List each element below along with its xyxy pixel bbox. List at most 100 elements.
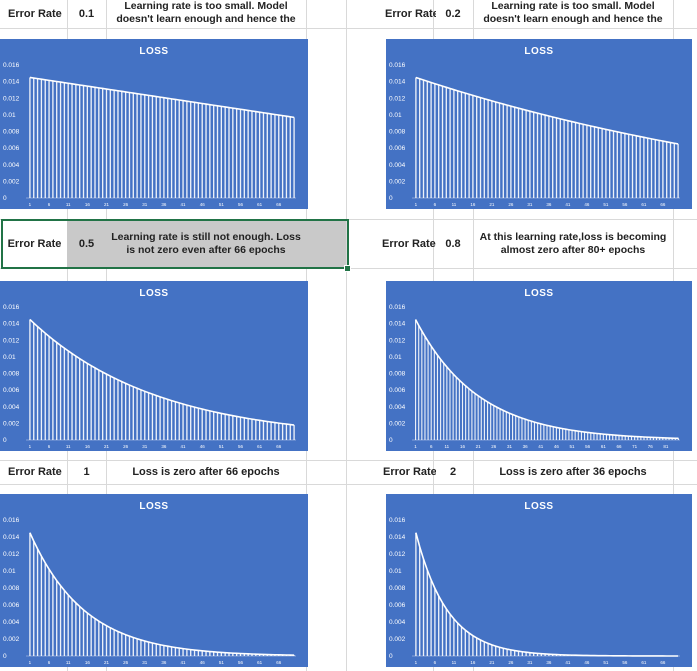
loss-bar: [262, 420, 265, 440]
loss-chart-svg: LOSS 0 0.002 0.004 0.006 0.008 0.01 0.012 0.014 0…: [3, 288, 296, 449]
loss-chart[interactable]: LOSS 0 0.002 0.004 0.006 0.008 0.01 0.012 0.014 0…: [0, 39, 308, 209]
x-tick-label: 66: [276, 660, 282, 665]
loss-bar: [558, 428, 561, 440]
x-tick-label: 26: [123, 202, 129, 207]
y-tick-label: 0.016: [389, 517, 406, 524]
note-cell[interactable]: Learning rate is still not enough. Loss …: [106, 221, 306, 267]
loss-bar: [536, 113, 539, 198]
x-tick-label: 16: [85, 444, 91, 449]
error-rate-label-cell[interactable]: Error Rate: [383, 466, 436, 478]
note-cell[interactable]: At this learning rate,loss is becoming a…: [479, 231, 667, 256]
loss-bar: [502, 410, 504, 440]
loss-bar: [144, 94, 146, 198]
loss-bar: [224, 106, 226, 198]
empty-cell[interactable]: [306, 221, 346, 267]
error-rate-value-cell[interactable]: 0.2: [445, 8, 461, 20]
loss-bar: [136, 388, 138, 440]
grid-row-line: [0, 460, 697, 461]
loss-bar: [186, 405, 188, 440]
error-rate-value-cell[interactable]: 1: [83, 466, 90, 478]
error-rate-value-cell[interactable]: 2: [449, 466, 457, 478]
loss-bar: [40, 79, 43, 198]
loss-bar: [251, 419, 253, 440]
note-cell[interactable]: Learning rate is too small. Model doesn'…: [483, 0, 663, 25]
loss-bar: [465, 385, 467, 440]
loss-chart-svg: LOSS 0 0.002 0.004 0.006 0.008 0.01 0.012 0.014 0…: [389, 46, 680, 207]
y-tick-label: 0.006: [389, 387, 406, 394]
note-cell[interactable]: Loss is zero after 66 epochs: [132, 466, 280, 478]
loss-bar: [113, 629, 115, 656]
loss-bar: [193, 407, 196, 440]
loss-bar: [543, 424, 545, 440]
loss-bar: [132, 93, 134, 198]
loss-bar: [438, 596, 440, 656]
error-rate-label-cell[interactable]: Error Rate: [8, 466, 62, 478]
loss-bar: [140, 389, 142, 440]
error-rate-value-cell[interactable]: 0.8: [445, 238, 461, 250]
loss-bar: [124, 383, 127, 440]
x-tick-label: 26: [123, 444, 129, 449]
loss-bar: [52, 80, 54, 198]
loss-chart-svg: LOSS 0 0.002 0.004 0.006 0.008 0.01 0.012 0.014 0…: [389, 288, 680, 449]
loss-bar: [167, 399, 169, 440]
loss-bar: [63, 82, 66, 198]
x-tick-label: 36: [161, 444, 167, 449]
loss-bar: [596, 433, 598, 440]
loss-bar: [574, 430, 576, 440]
loss-bar: [247, 110, 249, 198]
loss-bar: [121, 381, 123, 440]
y-tick-label: 0: [3, 437, 7, 444]
x-tick-label: 46: [584, 660, 590, 665]
error-rate-label-cell[interactable]: Error Rate: [7, 238, 62, 250]
loss-bar: [71, 83, 73, 198]
loss-bar: [86, 363, 89, 440]
loss-bar: [637, 436, 639, 440]
note-cell[interactable]: Loss is zero after 36 epochs: [499, 466, 647, 478]
loss-chart-svg: LOSS 0 0.002 0.004 0.006 0.008 0.01 0.012 0.014 0…: [389, 501, 680, 665]
loss-bar: [59, 345, 62, 440]
loss-bar: [258, 654, 261, 656]
loss-bar: [205, 409, 207, 440]
loss-bar: [67, 594, 69, 656]
loss-chart[interactable]: LOSS 0 0.002 0.004 0.006 0.008 0.01 0.012 0.014 0…: [0, 494, 308, 667]
loss-bar: [477, 395, 479, 440]
loss-bar: [605, 129, 607, 198]
loss-bar: [650, 138, 653, 198]
x-tick-label: 56: [238, 660, 244, 665]
loss-bar: [170, 98, 173, 198]
loss-bar: [601, 128, 603, 198]
loss-bar: [186, 101, 188, 198]
loss-bar: [101, 88, 104, 198]
loss-bar: [239, 653, 242, 656]
loss-bar: [449, 614, 451, 656]
loss-chart[interactable]: LOSS 0 0.002 0.004 0.006 0.008 0.01 0.012 0.014 0…: [0, 281, 308, 451]
loss-bar: [63, 348, 66, 440]
loss-chart[interactable]: LOSS 0 0.002 0.004 0.006 0.008 0.01 0.012 0.014 0…: [386, 494, 692, 667]
y-tick-label: 0.008: [3, 371, 20, 378]
loss-chart[interactable]: LOSS 0 0.002 0.004 0.006 0.008 0.01 0.012 0.014 0…: [386, 281, 692, 451]
loss-chart[interactable]: LOSS 0 0.002 0.004 0.006 0.008 0.01 0.012 0.014 0…: [386, 39, 692, 209]
error-rate-label-cell[interactable]: Error Rate: [8, 8, 62, 20]
loss-bar: [446, 366, 448, 440]
loss-bar: [151, 643, 154, 656]
loss-bar: [163, 97, 165, 198]
loss-bar: [209, 104, 211, 198]
x-tick-label: 51: [219, 660, 225, 665]
error-rate-value-cell[interactable]: 0.5: [67, 221, 106, 267]
error-rate-value-cell[interactable]: 0.1: [78, 8, 95, 20]
loss-bar: [529, 652, 531, 656]
y-tick-label: 0.014: [3, 321, 20, 328]
loss-bar: [205, 104, 207, 198]
y-tick-label: 0.01: [3, 112, 16, 119]
loss-bar: [555, 117, 558, 198]
fill-handle[interactable]: [344, 265, 351, 272]
note-cell[interactable]: Learning rate is too small. Model doesn'…: [116, 0, 296, 25]
error-rate-label-cell[interactable]: Error Rate: [385, 8, 436, 20]
loss-bar: [178, 100, 180, 198]
loss-bar: [508, 413, 510, 440]
loss-bar: [514, 107, 516, 198]
error-rate-label-cell[interactable]: Error Rate: [382, 238, 436, 250]
loss-bar: [266, 421, 268, 440]
loss-bar: [79, 358, 81, 440]
